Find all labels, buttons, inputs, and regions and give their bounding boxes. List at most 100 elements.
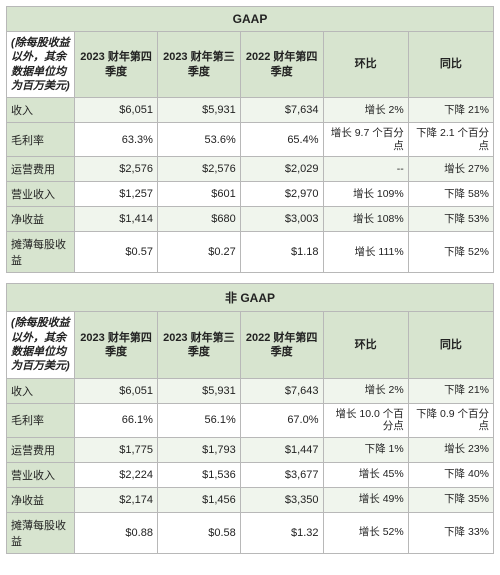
value-cell: $680 — [157, 207, 240, 232]
value-cell: $1,536 — [157, 462, 240, 487]
table-note: (除每股收益以外，其余数据单位均为百万美元) — [7, 32, 75, 98]
qoq-cell: 增长 49% — [323, 487, 408, 512]
value-cell: $1,447 — [240, 437, 323, 462]
value-cell: $7,643 — [240, 378, 323, 403]
table-title: 非 GAAP — [7, 284, 494, 312]
table-note: (除每股收益以外，其余数据单位均为百万美元) — [7, 312, 75, 378]
yoy-cell: 下降 35% — [408, 487, 493, 512]
column-header: 2022 财年第四季度 — [240, 312, 323, 378]
value-cell: $1,793 — [157, 437, 240, 462]
value-cell: $2,174 — [75, 487, 158, 512]
table-row: 净收益$1,414$680$3,003增长 108%下降 53% — [7, 207, 494, 232]
value-cell: $2,029 — [240, 157, 323, 182]
yoy-cell: 下降 58% — [408, 182, 493, 207]
table-row: 营业收入$2,224$1,536$3,677增长 45%下降 40% — [7, 462, 494, 487]
table-row: 收入$6,051$5,931$7,634增长 2%下降 21% — [7, 98, 494, 123]
table-row: 收入$6,051$5,931$7,643增长 2%下降 21% — [7, 378, 494, 403]
qoq-cell: 增长 45% — [323, 462, 408, 487]
row-label: 摊薄每股收益 — [7, 512, 75, 553]
qoq-cell: 增长 109% — [323, 182, 408, 207]
value-cell: $6,051 — [75, 98, 158, 123]
row-label: 收入 — [7, 98, 75, 123]
row-label: 营业收入 — [7, 462, 75, 487]
qoq-cell: 下降 1% — [323, 437, 408, 462]
value-cell: $7,634 — [240, 98, 323, 123]
table-row: 摊薄每股收益$0.57$0.27$1.18增长 111%下降 52% — [7, 232, 494, 273]
financial-table-1: 非 GAAP(除每股收益以外，其余数据单位均为百万美元)2023 财年第四季度2… — [6, 283, 494, 553]
value-cell: $3,350 — [240, 487, 323, 512]
value-cell: $601 — [157, 182, 240, 207]
value-cell: 66.1% — [75, 403, 158, 437]
table-title: GAAP — [7, 7, 494, 32]
table-row: 摊薄每股收益$0.88$0.58$1.32增长 52%下降 33% — [7, 512, 494, 553]
financial-table-0: GAAP(除每股收益以外，其余数据单位均为百万美元)2023 财年第四季度202… — [6, 6, 494, 273]
value-cell: $3,677 — [240, 462, 323, 487]
value-cell: $5,931 — [157, 98, 240, 123]
row-label: 净收益 — [7, 487, 75, 512]
yoy-cell: 增长 23% — [408, 437, 493, 462]
value-cell: 53.6% — [157, 123, 240, 157]
value-cell: $2,576 — [75, 157, 158, 182]
column-header: 2023 财年第四季度 — [75, 32, 158, 98]
qoq-cell: 增长 2% — [323, 98, 408, 123]
table-row: 净收益$2,174$1,456$3,350增长 49%下降 35% — [7, 487, 494, 512]
qoq-cell: 增长 2% — [323, 378, 408, 403]
value-cell: $1.18 — [240, 232, 323, 273]
yoy-cell: 下降 52% — [408, 232, 493, 273]
table-row: 毛利率66.1%56.1%67.0%增长 10.0 个百分点下降 0.9 个百分… — [7, 403, 494, 437]
table-row: 运营费用$2,576$2,576$2,029--增长 27% — [7, 157, 494, 182]
qoq-cell: 增长 108% — [323, 207, 408, 232]
value-cell: $0.57 — [75, 232, 158, 273]
column-header: 环比 — [323, 312, 408, 378]
column-header: 环比 — [323, 32, 408, 98]
value-cell: 63.3% — [75, 123, 158, 157]
value-cell: $0.88 — [75, 512, 158, 553]
qoq-cell: 增长 9.7 个百分点 — [323, 123, 408, 157]
column-header: 2023 财年第四季度 — [75, 312, 158, 378]
value-cell: 56.1% — [157, 403, 240, 437]
row-label: 摊薄每股收益 — [7, 232, 75, 273]
value-cell: $0.58 — [157, 512, 240, 553]
column-header: 2023 财年第三季度 — [157, 312, 240, 378]
yoy-cell: 下降 53% — [408, 207, 493, 232]
value-cell: $2,576 — [157, 157, 240, 182]
column-header: 同比 — [408, 312, 493, 378]
row-label: 营业收入 — [7, 182, 75, 207]
value-cell: 65.4% — [240, 123, 323, 157]
value-cell: $2,224 — [75, 462, 158, 487]
yoy-cell: 下降 21% — [408, 378, 493, 403]
value-cell: 67.0% — [240, 403, 323, 437]
column-header: 同比 — [408, 32, 493, 98]
yoy-cell: 下降 21% — [408, 98, 493, 123]
column-header: 2022 财年第四季度 — [240, 32, 323, 98]
value-cell: $5,931 — [157, 378, 240, 403]
value-cell: $1,456 — [157, 487, 240, 512]
value-cell: $1.32 — [240, 512, 323, 553]
yoy-cell: 下降 40% — [408, 462, 493, 487]
row-label: 收入 — [7, 378, 75, 403]
value-cell: $6,051 — [75, 378, 158, 403]
value-cell: $1,775 — [75, 437, 158, 462]
row-label: 运营费用 — [7, 437, 75, 462]
table-row: 毛利率63.3%53.6%65.4%增长 9.7 个百分点下降 2.1 个百分点 — [7, 123, 494, 157]
qoq-cell: 增长 10.0 个百分点 — [323, 403, 408, 437]
table-row: 营业收入$1,257$601$2,970增长 109%下降 58% — [7, 182, 494, 207]
value-cell: $0.27 — [157, 232, 240, 273]
table-row: 运营费用$1,775$1,793$1,447下降 1%增长 23% — [7, 437, 494, 462]
row-label: 毛利率 — [7, 403, 75, 437]
value-cell: $1,414 — [75, 207, 158, 232]
yoy-cell: 下降 33% — [408, 512, 493, 553]
row-label: 净收益 — [7, 207, 75, 232]
value-cell: $2,970 — [240, 182, 323, 207]
yoy-cell: 下降 2.1 个百分点 — [408, 123, 493, 157]
yoy-cell: 下降 0.9 个百分点 — [408, 403, 493, 437]
qoq-cell: 增长 52% — [323, 512, 408, 553]
tables-container: GAAP(除每股收益以外，其余数据单位均为百万美元)2023 财年第四季度202… — [6, 6, 494, 554]
qoq-cell: 增长 111% — [323, 232, 408, 273]
row-label: 运营费用 — [7, 157, 75, 182]
row-label: 毛利率 — [7, 123, 75, 157]
qoq-cell: -- — [323, 157, 408, 182]
column-header: 2023 财年第三季度 — [157, 32, 240, 98]
value-cell: $1,257 — [75, 182, 158, 207]
yoy-cell: 增长 27% — [408, 157, 493, 182]
